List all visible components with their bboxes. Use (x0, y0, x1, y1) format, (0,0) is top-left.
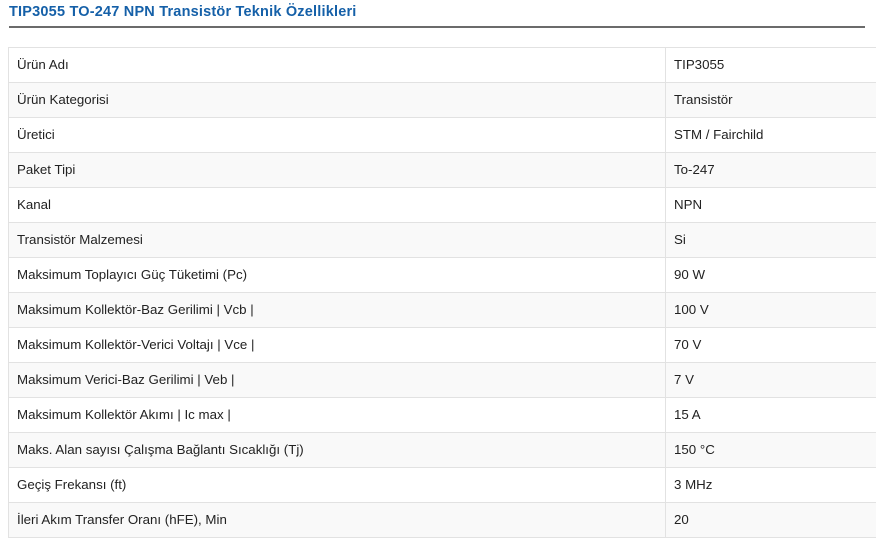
spec-value-cell: 100 V (665, 292, 876, 328)
spec-label-cell: Maksimum Verici-Baz Gerilimi | Veb | (8, 362, 666, 398)
spec-value-cell: 15 A (665, 397, 876, 433)
table-row: Paket Tipi To-247 (8, 152, 876, 188)
table-row: Üretici STM / Fairchild (8, 117, 876, 153)
spec-label-cell: Transistör Malzemesi (8, 222, 666, 258)
spec-label-cell: Maksimum Toplayıcı Güç Tüketimi (Pc) (8, 257, 666, 293)
table-row: Maksimum Toplayıcı Güç Tüketimi (Pc) 90 W (8, 257, 876, 293)
table-row: Kanal NPN (8, 187, 876, 223)
table-row: Ürün Adı TIP3055 (8, 47, 876, 83)
spec-value-cell: 150 °C (665, 432, 876, 468)
spec-label-cell: Üretici (8, 117, 666, 153)
spec-value-cell: Si (665, 222, 876, 258)
spec-label-cell: İleri Akım Transfer Oranı (hFE), Min (8, 502, 666, 538)
spec-label-cell: Maksimum Kollektör-Verici Voltajı | Vce … (8, 327, 666, 363)
specifications-table: Ürün Adı TIP3055 Ürün Kategorisi Transistör… (8, 47, 876, 538)
table-row: Ürün Kategorisi Transistör (8, 82, 876, 118)
table-row: Maks. Alan sayısı Çalışma Bağlantı Sıcak… (8, 432, 876, 468)
page-title: TIP3055 TO-247 NPN Transistör Teknik Öze… (9, 4, 357, 20)
table-row: İleri Akım Transfer Oranı (hFE), Min 20 (8, 502, 876, 538)
spec-value-cell: 70 V (665, 327, 876, 363)
spec-value-cell: 3 MHz (665, 467, 876, 503)
spec-label-cell: Paket Tipi (8, 152, 666, 188)
table-row: Maksimum Kollektör-Verici Voltajı | Vce … (8, 327, 876, 363)
spec-value-cell: To-247 (665, 152, 876, 188)
specifications-table-body: Ürün Adı TIP3055 Ürün Kategorisi Transistör… (8, 47, 876, 538)
spec-label-cell: Ürün Adı (8, 47, 666, 83)
spec-label-cell: Maks. Alan sayısı Çalışma Bağlantı Sıcak… (8, 432, 666, 468)
spec-label-cell: Maksimum Kollektör Akımı | Ic max | (8, 397, 666, 433)
spec-value-cell: 7 V (665, 362, 876, 398)
spec-value-cell: STM / Fairchild (665, 117, 876, 153)
spec-label-cell: Maksimum Kollektör-Baz Gerilimi | Vcb | (8, 292, 666, 328)
table-row: Geçiş Frekansı (ft) 3 MHz (8, 467, 876, 503)
spec-label-cell: Geçiş Frekansı (ft) (8, 467, 666, 503)
spec-label-cell: Kanal (8, 187, 666, 223)
table-row: Maksimum Kollektör-Baz Gerilimi | Vcb | 1… (8, 292, 876, 328)
spec-value-cell: TIP3055 (665, 47, 876, 83)
spec-value-cell: Transistör (665, 82, 876, 118)
spec-value-cell: NPN (665, 187, 876, 223)
table-row: Maksimum Kollektör Akımı | Ic max | 15 A (8, 397, 876, 433)
spec-value-cell: 20 (665, 502, 876, 538)
spec-value-cell: 90 W (665, 257, 876, 293)
table-row: Transistör Malzemesi Si (8, 222, 876, 258)
table-row: Maksimum Verici-Baz Gerilimi | Veb | 7 V (8, 362, 876, 398)
title-divider (9, 26, 865, 28)
spec-label-cell: Ürün Kategorisi (8, 82, 666, 118)
